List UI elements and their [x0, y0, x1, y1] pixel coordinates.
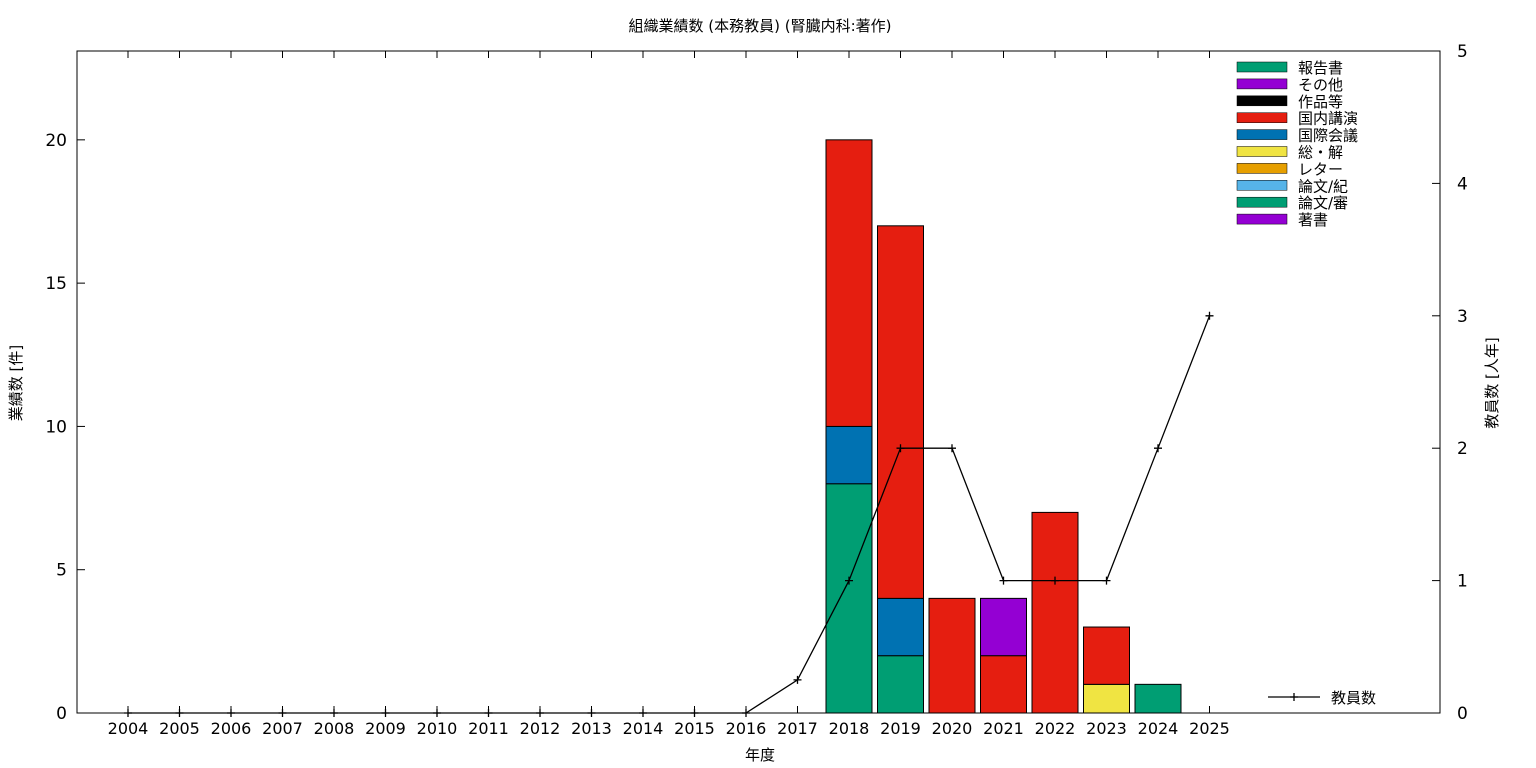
legend-line-marker	[1290, 693, 1298, 701]
y-axis-label: 業績数 [件]	[7, 345, 25, 421]
y2-tick-label: 1	[1457, 572, 1468, 592]
x-tick-label: 2018	[829, 719, 870, 738]
x-tick-label: 2014	[623, 719, 664, 738]
x-axis-label: 年度	[745, 746, 775, 764]
legend-swatch	[1236, 213, 1288, 225]
line-point	[330, 709, 338, 717]
plot-area: 0 5 10 15 20 0 1 2 3 4 5 2004 2005 2006 2007 2008 2009 20…	[45, 42, 1467, 738]
y2-tick-label: 5	[1457, 42, 1468, 62]
legend-line-label: 教員数	[1331, 689, 1376, 707]
line-point	[433, 709, 441, 717]
x-tick-label: 2008	[314, 719, 355, 738]
bar-segment	[825, 139, 873, 427]
legend-swatch	[1236, 95, 1288, 107]
legend-label: レター	[1298, 160, 1343, 178]
line-point	[1051, 576, 1059, 585]
x-tick-label: 2023	[1086, 719, 1127, 738]
legend-swatch	[1236, 78, 1288, 90]
x-tick-label: 2021	[983, 719, 1024, 738]
legend-swatch	[1236, 146, 1288, 157]
legend-label: 著書	[1298, 211, 1328, 229]
x-tick-label: 2007	[262, 719, 303, 738]
x-tick-label: 2013	[571, 719, 612, 738]
legend-swatch	[1236, 61, 1288, 73]
y-tick-label: 5	[56, 561, 67, 581]
bar-segment	[877, 597, 924, 657]
x-tick-label: 2012	[520, 719, 561, 738]
line-point	[639, 709, 647, 717]
x-tick-label: 2010	[417, 719, 458, 738]
bar-segment	[1083, 626, 1130, 685]
plot-frame	[76, 50, 1441, 714]
y-tick-label: 0	[56, 704, 67, 724]
line-point	[587, 709, 596, 717]
bar-segment	[1031, 511, 1079, 714]
y2-tick-label: 3	[1457, 307, 1468, 327]
y-tick-label: 10	[45, 417, 67, 437]
line-point	[1154, 444, 1162, 453]
x-tick-label: 2025	[1189, 719, 1230, 738]
y2-tick-label: 2	[1457, 439, 1468, 459]
legend-swatch	[1236, 129, 1288, 140]
y-tick-label: 20	[45, 131, 67, 151]
bar-segment	[980, 597, 1027, 657]
legend-swatch	[1236, 196, 1288, 208]
bar-segment	[877, 655, 924, 714]
line-point	[845, 576, 853, 585]
legend-swatch	[1236, 112, 1288, 123]
y2-tick-label: 4	[1457, 174, 1468, 194]
line-point	[793, 675, 802, 684]
x-tick-label: 2004	[108, 719, 149, 738]
line-series	[128, 315, 1211, 714]
line-point	[175, 709, 184, 717]
x-tick-label: 2005	[159, 719, 200, 738]
legend-label: 国内講演	[1298, 110, 1358, 128]
bar-segment	[980, 655, 1027, 714]
line-point	[948, 444, 956, 453]
line-point	[1102, 576, 1111, 585]
x-tick-label: 2015	[674, 719, 715, 738]
bar-segment	[928, 597, 976, 714]
line-point	[484, 709, 493, 717]
legend-label: 総・解	[1298, 144, 1343, 162]
x-tick-label: 2016	[726, 719, 767, 738]
x-tick-label: 2009	[365, 719, 406, 738]
legend-label: 論文/審	[1298, 194, 1348, 212]
legend-swatch	[1236, 180, 1288, 191]
chart-title: 組織業績数 (本務教員) (腎臓内科:著作)	[629, 17, 892, 35]
y-tick-label: 15	[45, 274, 67, 294]
y2-axis-label: 教員数 [人年]	[1483, 337, 1501, 428]
legend-label: 論文/紀	[1298, 177, 1348, 195]
line-point	[536, 709, 544, 717]
legend-label: 報告書	[1298, 59, 1343, 77]
line-point	[227, 709, 235, 717]
x-tick-label: 2006	[211, 719, 252, 738]
legend-swatch	[1236, 163, 1288, 174]
bar-segment	[825, 483, 873, 714]
line-point	[124, 709, 132, 717]
legend-label: 作品等	[1298, 93, 1343, 111]
line-point	[1205, 311, 1214, 320]
line-point	[381, 709, 390, 717]
x-tick-label: 2019	[880, 719, 921, 738]
line-point	[896, 444, 905, 453]
line-point	[742, 709, 750, 717]
line-point	[690, 709, 699, 717]
bar-segment	[877, 225, 924, 599]
x-tick-label: 2017	[777, 719, 818, 738]
x-tick-label: 2011	[468, 719, 509, 738]
x-tick-label: 2024	[1138, 719, 1179, 738]
legend-label: 国際会議	[1298, 127, 1358, 145]
y2-tick-label: 0	[1457, 704, 1468, 724]
x-tick-label: 2020	[932, 719, 973, 738]
bar-segment	[1083, 683, 1130, 714]
x-tick-label: 2022	[1035, 719, 1076, 738]
bar-segment	[1134, 683, 1182, 714]
line-point	[999, 576, 1008, 585]
legend-label: その他	[1298, 76, 1343, 94]
line-point	[278, 709, 287, 717]
bar-segment	[825, 425, 873, 485]
